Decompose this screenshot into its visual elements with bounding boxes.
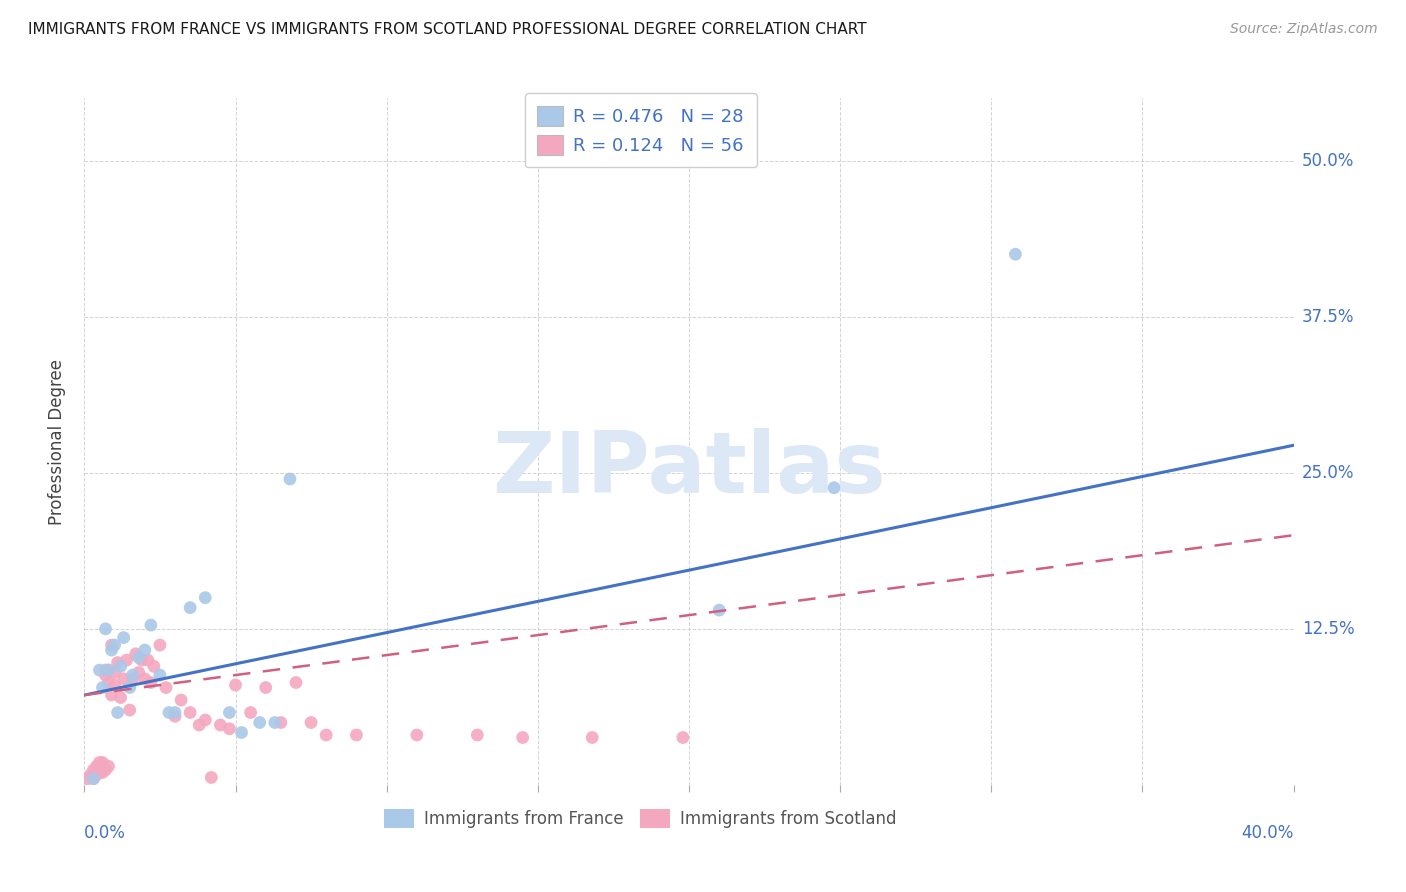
Point — [218, 722, 240, 736]
Point — [110, 659, 132, 673]
Point — [512, 731, 534, 745]
Point — [94, 663, 117, 677]
Point — [406, 728, 429, 742]
Point — [149, 668, 172, 682]
Point — [179, 706, 201, 720]
Point — [209, 718, 232, 732]
Point — [270, 715, 292, 730]
Point — [239, 706, 262, 720]
Point — [121, 672, 143, 686]
Point — [128, 650, 150, 665]
Point — [139, 675, 162, 690]
Point — [823, 481, 845, 495]
Point — [188, 718, 211, 732]
Text: IMMIGRANTS FROM FRANCE VS IMMIGRANTS FROM SCOTLAND PROFESSIONAL DEGREE CORRELATI: IMMIGRANTS FROM FRANCE VS IMMIGRANTS FRO… — [28, 22, 866, 37]
Point — [134, 672, 156, 686]
Point — [107, 706, 129, 720]
Text: 50.0%: 50.0% — [1302, 152, 1354, 169]
Point — [100, 638, 122, 652]
Point — [672, 731, 695, 745]
Point — [121, 668, 143, 682]
Point — [231, 725, 253, 739]
Point — [284, 675, 308, 690]
Point — [139, 618, 162, 632]
Point — [194, 713, 217, 727]
Point — [104, 638, 127, 652]
Legend: Immigrants from France, Immigrants from Scotland: Immigrants from France, Immigrants from … — [378, 803, 904, 835]
Point — [134, 643, 156, 657]
Point — [104, 678, 127, 692]
Point — [315, 728, 337, 742]
Point — [94, 622, 117, 636]
Point — [104, 665, 127, 680]
Point — [115, 653, 138, 667]
Point — [581, 731, 603, 745]
Point — [170, 693, 193, 707]
Point — [112, 672, 135, 686]
Point — [263, 715, 285, 730]
Point — [299, 715, 322, 730]
Text: 40.0%: 40.0% — [1241, 824, 1294, 842]
Text: Source: ZipAtlas.com: Source: ZipAtlas.com — [1230, 22, 1378, 37]
Text: ZIPatlas: ZIPatlas — [492, 427, 886, 510]
Point — [118, 681, 141, 695]
Text: 12.5%: 12.5% — [1302, 620, 1354, 638]
Point — [82, 772, 104, 786]
Point — [225, 678, 247, 692]
Point — [709, 603, 731, 617]
Point — [142, 659, 165, 673]
Point — [91, 765, 114, 780]
Point — [218, 706, 240, 720]
Point — [89, 663, 111, 677]
Point — [118, 703, 141, 717]
Point — [112, 631, 135, 645]
Point — [194, 591, 217, 605]
Point — [179, 600, 201, 615]
Point — [76, 772, 98, 786]
Point — [200, 771, 222, 785]
Point — [100, 643, 122, 657]
Point — [249, 715, 271, 730]
Point — [82, 772, 104, 786]
Point — [79, 768, 101, 782]
Point — [163, 706, 186, 720]
Point — [82, 763, 104, 777]
Point — [278, 472, 301, 486]
Point — [97, 663, 120, 677]
Point — [163, 709, 186, 723]
Point — [100, 688, 122, 702]
Point — [110, 690, 132, 705]
Text: 0.0%: 0.0% — [84, 824, 127, 842]
Text: 25.0%: 25.0% — [1302, 464, 1354, 482]
Point — [346, 728, 368, 742]
Point — [97, 675, 120, 690]
Point — [1004, 247, 1026, 261]
Point — [91, 756, 114, 770]
Point — [107, 656, 129, 670]
Point — [136, 653, 159, 667]
Point — [94, 668, 117, 682]
Point — [467, 728, 489, 742]
Point — [86, 759, 108, 773]
Point — [97, 663, 120, 677]
Point — [89, 756, 111, 770]
Point — [97, 759, 120, 773]
Point — [125, 647, 148, 661]
Point — [131, 653, 153, 667]
Point — [155, 681, 177, 695]
Point — [157, 706, 180, 720]
Y-axis label: Professional Degree: Professional Degree — [48, 359, 66, 524]
Point — [89, 765, 111, 780]
Point — [94, 763, 117, 777]
Point — [149, 638, 172, 652]
Text: 37.5%: 37.5% — [1302, 308, 1354, 326]
Point — [91, 681, 114, 695]
Point — [128, 665, 150, 680]
Point — [86, 768, 108, 782]
Point — [254, 681, 277, 695]
